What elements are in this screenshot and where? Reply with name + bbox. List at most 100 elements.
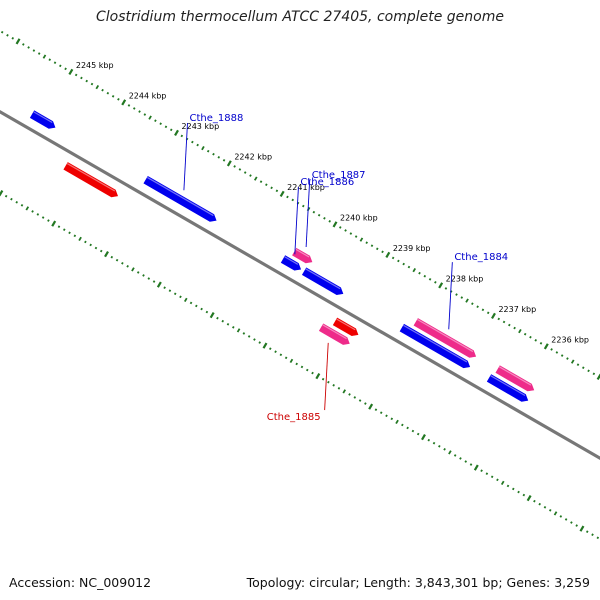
- inner-tick: [305, 368, 309, 372]
- outer-tick: [596, 373, 600, 381]
- outer-tick: [127, 104, 131, 107]
- inner-tick: [459, 457, 462, 460]
- inner-tick: [416, 432, 420, 436]
- inner-tick: [89, 243, 92, 247]
- inner-tick: [84, 240, 87, 244]
- outer-tick: [423, 274, 427, 278]
- tick-label: 2243 kbp: [182, 122, 220, 131]
- inner-tick: [115, 258, 119, 262]
- outer-tick: [59, 64, 62, 68]
- outer-tick: [486, 311, 490, 315]
- gene-highlight: [336, 318, 356, 331]
- outer-tick: [106, 91, 110, 95]
- outer-tick: [481, 308, 485, 312]
- inner-tick: [548, 509, 552, 512]
- inner-tick: [406, 426, 409, 430]
- inner-tick: [152, 280, 156, 283]
- gene-highlight: [305, 268, 341, 290]
- outer-tick: [117, 98, 120, 101]
- inner-tick: [200, 307, 203, 311]
- inner-tick: [205, 310, 209, 314]
- tick-label: 2242 kbp: [234, 152, 272, 161]
- inner-tick: [68, 231, 71, 235]
- inner-tick: [274, 350, 277, 354]
- gene-reverse: [63, 162, 119, 198]
- outer-tick: [576, 363, 580, 366]
- outer-tick: [249, 174, 252, 177]
- gene-forward: [301, 267, 344, 295]
- inner-tick: [232, 326, 235, 329]
- inner-tick: [490, 475, 494, 479]
- inner-tick: [189, 301, 193, 305]
- outer-tick: [491, 312, 496, 320]
- outer-tick: [279, 190, 285, 198]
- inner-tick: [533, 499, 536, 503]
- gene-forward: [280, 255, 302, 271]
- tick-label: 2244 kbp: [129, 91, 167, 100]
- inner-tick: [110, 255, 114, 259]
- inner-tick: [36, 213, 40, 216]
- outer-tick: [312, 210, 316, 214]
- tick-label: 2236 kbp: [551, 335, 589, 344]
- inner-tick: [348, 393, 351, 396]
- outer-tick: [344, 229, 347, 232]
- inner-tick: [258, 341, 261, 344]
- outer-tick: [233, 165, 236, 168]
- outer-tick: [286, 195, 289, 199]
- backbone-layer: [0, 109, 600, 461]
- inner-tick: [421, 433, 426, 441]
- outer-tick: [95, 84, 100, 90]
- outer-tick: [302, 204, 305, 208]
- outer-tick: [32, 49, 36, 52]
- tick-layer: 2245 kbp 2244 kbp 2243 kbp 2242 kbp 2241 kbp…: [0, 30, 600, 540]
- outer-tick: [570, 359, 575, 364]
- inner-tick: [284, 356, 288, 360]
- inner-tick: [358, 399, 362, 402]
- inner-tick: [168, 289, 172, 293]
- inner-tick: [262, 342, 268, 349]
- inner-tick: [104, 250, 109, 258]
- gene-forward: [486, 374, 529, 402]
- inner-tick: [374, 408, 378, 411]
- tick-label: 2239 kbp: [393, 244, 431, 253]
- inner-tick: [390, 417, 394, 421]
- inner-tick: [269, 347, 272, 350]
- inner-tick: [57, 225, 61, 228]
- inner-tick: [448, 450, 452, 455]
- inner-tick: [78, 236, 82, 242]
- tick-label: 2245 kbp: [76, 61, 114, 70]
- outer-tick: [270, 186, 273, 190]
- outer-tick: [212, 152, 215, 156]
- inner-tick: [10, 197, 13, 201]
- inner-tick: [289, 358, 294, 364]
- inner-tick: [353, 396, 357, 399]
- outer-tick: [64, 67, 67, 71]
- inner-tick: [247, 335, 251, 338]
- outer-tick: [259, 180, 263, 183]
- inner-tick: [183, 297, 188, 303]
- inner-tick: [469, 463, 473, 466]
- outer-tick: [226, 160, 232, 167]
- outer-tick: [68, 68, 74, 76]
- tick-label: 2241 kbp: [287, 183, 325, 192]
- inner-tick: [300, 365, 304, 369]
- gene-forward: [399, 323, 471, 369]
- inner-tick: [496, 478, 499, 482]
- outer-tick: [138, 110, 141, 113]
- inner-tick: [401, 423, 404, 427]
- outer-tick: [80, 76, 83, 80]
- outer-tick: [148, 115, 152, 120]
- outer-tick: [375, 247, 379, 251]
- tick-label: 2238 kbp: [446, 274, 484, 283]
- outer-tick: [291, 198, 295, 202]
- outer-tick: [265, 183, 268, 187]
- inner-tick: [62, 228, 66, 232]
- outer-tick: [238, 168, 242, 171]
- outer-tick: [174, 129, 179, 137]
- outer-tick: [428, 277, 432, 281]
- gene-highlight: [66, 163, 116, 192]
- inner-tick: [94, 246, 98, 250]
- gene-pseudo_outer: [495, 365, 535, 392]
- inner-tick: [179, 295, 182, 299]
- outer-tick: [101, 88, 104, 92]
